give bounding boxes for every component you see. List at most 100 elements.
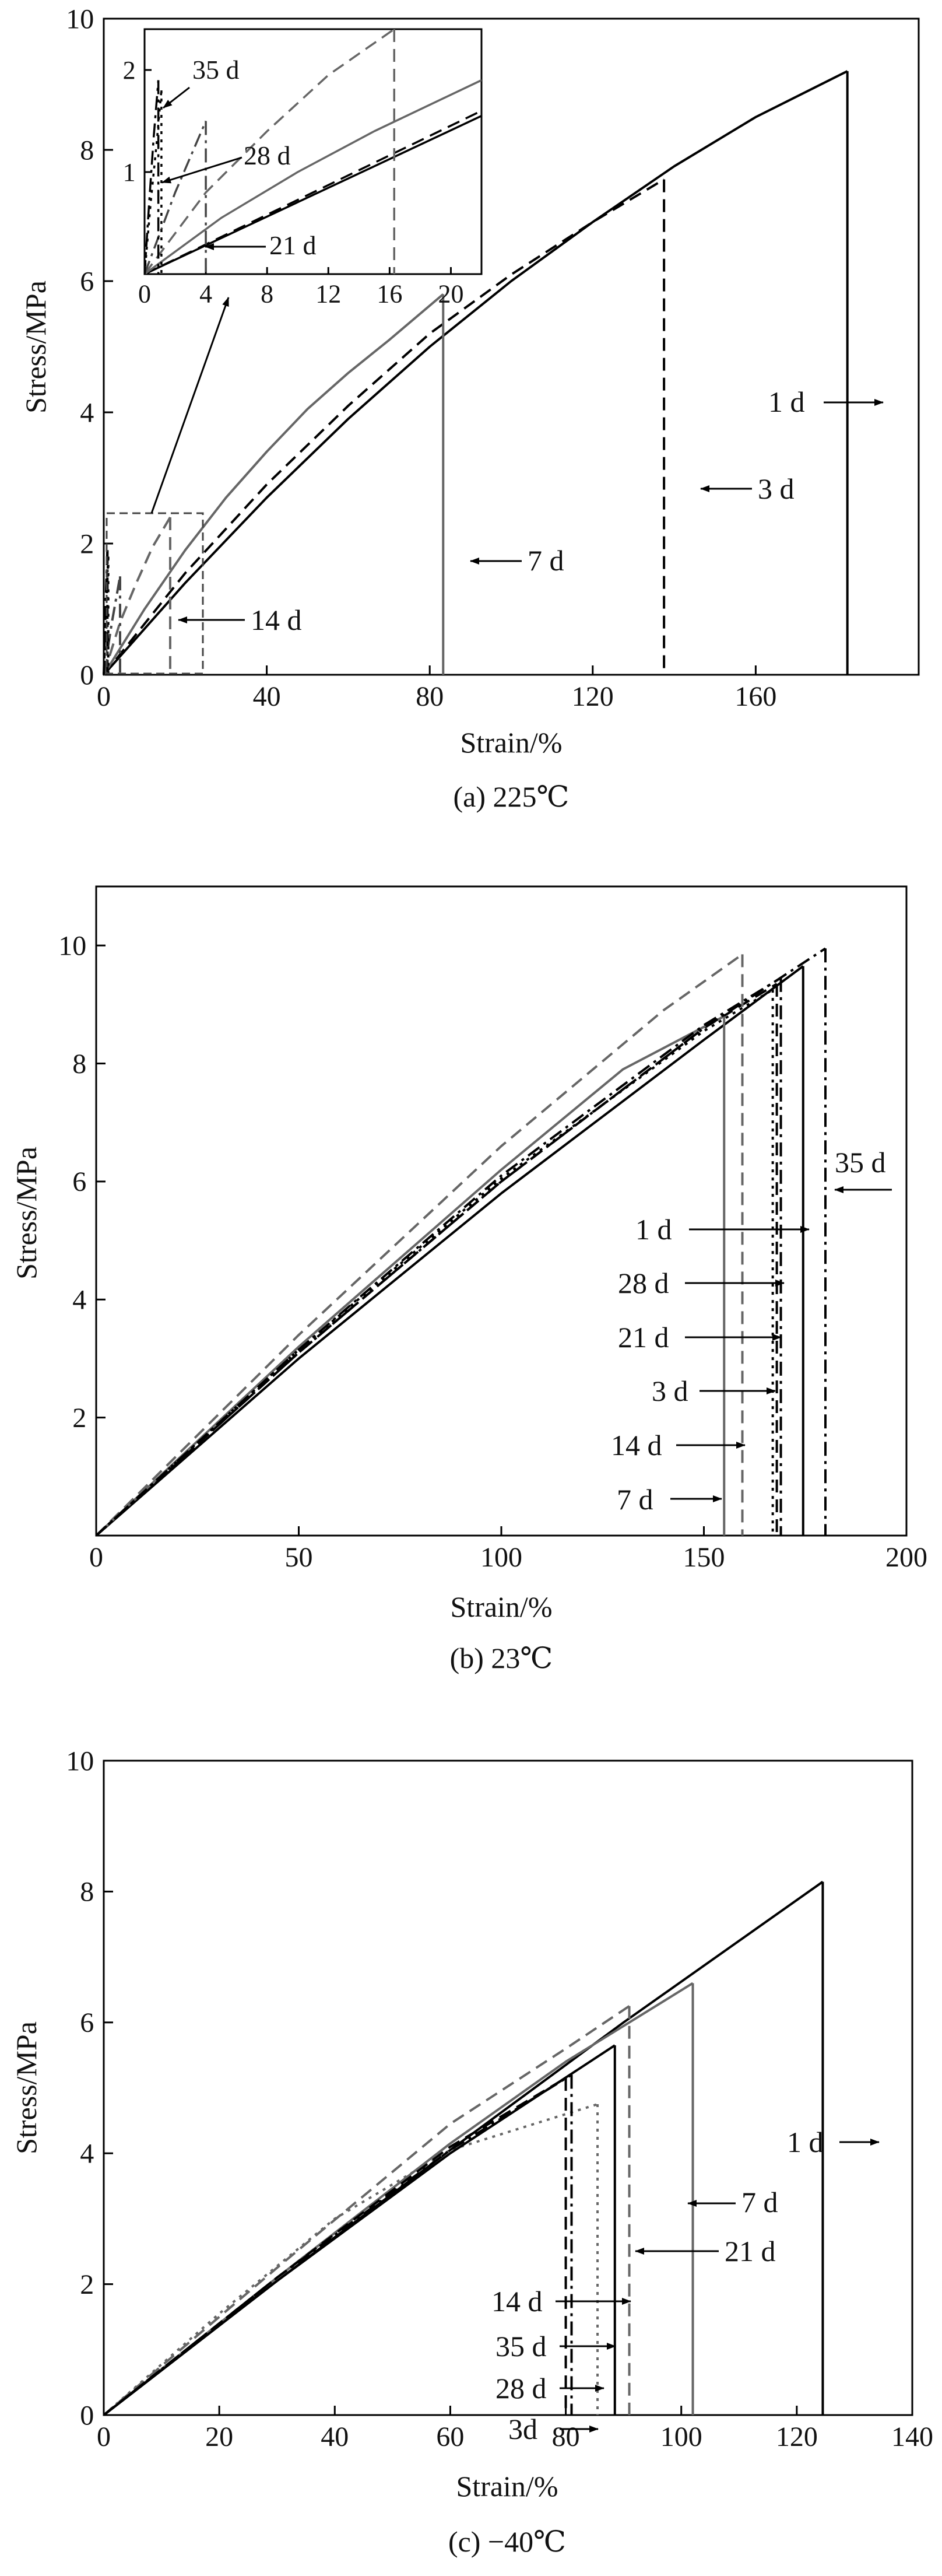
inset-y-axis-ticks: 12 bbox=[123, 56, 152, 187]
y-tick-label: 2 bbox=[72, 1403, 86, 1434]
annotation-14d: 14 d bbox=[251, 604, 302, 636]
plot-area-frame bbox=[103, 17, 920, 676]
y-axis-ticks: 0 2 4 6 8 10 bbox=[66, 3, 113, 691]
panel-caption: (b) 23℃ bbox=[450, 1642, 553, 1674]
annotation-14d: 14 d bbox=[611, 1429, 662, 1462]
series-line-21d bbox=[95, 989, 774, 1537]
x-tick-label: 8 bbox=[261, 279, 273, 308]
inset-series-group bbox=[145, 29, 481, 274]
x-tick-label: 150 bbox=[683, 1542, 725, 1573]
y-axis-title: Stress/MPa bbox=[10, 2021, 43, 2154]
x-tick-label: 50 bbox=[285, 1542, 313, 1573]
x-axis-title: Strain/% bbox=[456, 2470, 558, 2503]
y-tick-label: 4 bbox=[80, 2139, 94, 2170]
annotation-3d: 3d bbox=[508, 2413, 537, 2445]
series-line-3d bbox=[95, 983, 778, 1537]
x-axis-ticks: 0 50 100 150 200 bbox=[89, 1526, 927, 1573]
annotation-7d: 7 d bbox=[528, 544, 564, 577]
series-line-14d bbox=[103, 2103, 598, 2416]
y-tick-label: 10 bbox=[66, 3, 94, 34]
x-axis-ticks: 0 20 40 60 80 100 120 140 bbox=[97, 2406, 933, 2452]
series-line-28d bbox=[103, 2073, 572, 2416]
series-line-21d bbox=[103, 576, 121, 675]
series-line-14d bbox=[95, 953, 743, 1537]
x-tick-label: 160 bbox=[734, 681, 776, 712]
annotation-14d: 14 d bbox=[491, 2285, 543, 2318]
x-tick-label: 200 bbox=[885, 1542, 927, 1573]
y-axis-ticks: 0 2 4 6 8 10 bbox=[66, 1746, 113, 2431]
y-tick-label: 2 bbox=[80, 528, 94, 559]
series-line-1d bbox=[103, 1880, 824, 2416]
y-tick-label: 2 bbox=[123, 56, 136, 85]
annotation-1d: 1 d bbox=[635, 1213, 672, 1246]
x-axis-ticks: 0 40 80 120 160 bbox=[97, 665, 776, 712]
y-axis-title: Stress/MPa bbox=[19, 281, 52, 413]
x-tick-label: 40 bbox=[321, 2421, 349, 2452]
series-line-28d bbox=[95, 977, 782, 1537]
inset-series-line-14d bbox=[145, 29, 395, 274]
y-tick-label: 4 bbox=[80, 397, 94, 428]
inset-annotation-21d: 21 d bbox=[269, 230, 317, 260]
inset-arrow-28d bbox=[161, 156, 242, 184]
y-tick-label: 8 bbox=[80, 1877, 94, 1908]
y-tick-label: 10 bbox=[58, 931, 86, 962]
x-tick-label: 0 bbox=[89, 1542, 103, 1573]
y-tick-label: 6 bbox=[80, 2007, 94, 2038]
series-line-1d bbox=[103, 70, 848, 676]
series-line-7d bbox=[103, 1982, 694, 2416]
panel-caption: (a) 225℃ bbox=[454, 780, 570, 813]
plot-area-frame bbox=[103, 1760, 913, 2416]
annotation-1d: 1 d bbox=[787, 2126, 824, 2158]
plot-area-frame bbox=[95, 885, 908, 1537]
y-tick-label: 4 bbox=[72, 1285, 86, 1316]
annotation-21d: 21 d bbox=[618, 1321, 669, 1354]
annotation-35d: 35 d bbox=[495, 2330, 547, 2363]
x-tick-label: 4 bbox=[199, 279, 212, 308]
y-tick-label: 8 bbox=[72, 1049, 86, 1080]
chart-panel-minus40C: 0 2 4 6 8 10 0 20 40 60 80 100 120 140 Stress/MPa St… bbox=[10, 1746, 933, 2558]
inset-arrow-35d bbox=[163, 86, 190, 109]
series-group bbox=[95, 947, 827, 1537]
series-line-35d bbox=[103, 550, 109, 675]
y-tick-label: 6 bbox=[80, 266, 94, 297]
x-tick-label: 120 bbox=[572, 681, 614, 712]
x-tick-label: 100 bbox=[480, 1542, 522, 1573]
annotation-7d: 7 d bbox=[617, 1483, 653, 1516]
x-tick-label: 100 bbox=[660, 2421, 702, 2452]
x-tick-label: 140 bbox=[891, 2421, 933, 2452]
x-tick-label: 80 bbox=[416, 681, 444, 712]
series-line-21d bbox=[103, 2005, 630, 2416]
x-tick-label: 40 bbox=[253, 681, 281, 712]
x-axis-title: Strain/% bbox=[451, 1590, 553, 1623]
x-tick-label: 0 bbox=[138, 279, 151, 308]
x-tick-label: 20 bbox=[438, 279, 463, 308]
x-tick-label: 0 bbox=[97, 2421, 111, 2452]
series-line-7d bbox=[103, 293, 444, 676]
series-line-3d bbox=[103, 2077, 567, 2416]
annotation-1d: 1 d bbox=[768, 385, 805, 418]
y-tick-label: 2 bbox=[80, 2269, 94, 2300]
x-tick-label: 16 bbox=[377, 279, 402, 308]
inset-x-axis-ticks: 0 4 8 12 16 20 bbox=[138, 267, 463, 308]
x-tick-label: 80 bbox=[552, 2421, 580, 2452]
y-tick-label: 0 bbox=[80, 660, 94, 691]
series-group bbox=[103, 1880, 824, 2416]
inset-series-line-21d bbox=[145, 120, 207, 274]
panel-caption: (c) −40℃ bbox=[448, 2525, 566, 2558]
x-tick-label: 60 bbox=[436, 2421, 464, 2452]
inset-series-line-35d bbox=[145, 80, 160, 274]
series-line-35d bbox=[95, 947, 827, 1537]
series-line-1d bbox=[95, 965, 804, 1537]
annotation-28d: 28 d bbox=[618, 1267, 669, 1299]
annotation-7d: 7 d bbox=[741, 2186, 778, 2218]
annotation-35d: 35 d bbox=[835, 1146, 886, 1179]
series-line-7d bbox=[95, 1015, 725, 1537]
inset-annotation-35d: 35 d bbox=[192, 55, 240, 85]
inset-series-line-7d bbox=[145, 79, 481, 274]
y-axis-title: Stress/MPa bbox=[10, 1147, 43, 1280]
inset-chart: 12 0 4 8 12 16 20 35 d 28 d 21 d bbox=[123, 28, 483, 308]
zoom-connector-arrow bbox=[150, 297, 230, 514]
